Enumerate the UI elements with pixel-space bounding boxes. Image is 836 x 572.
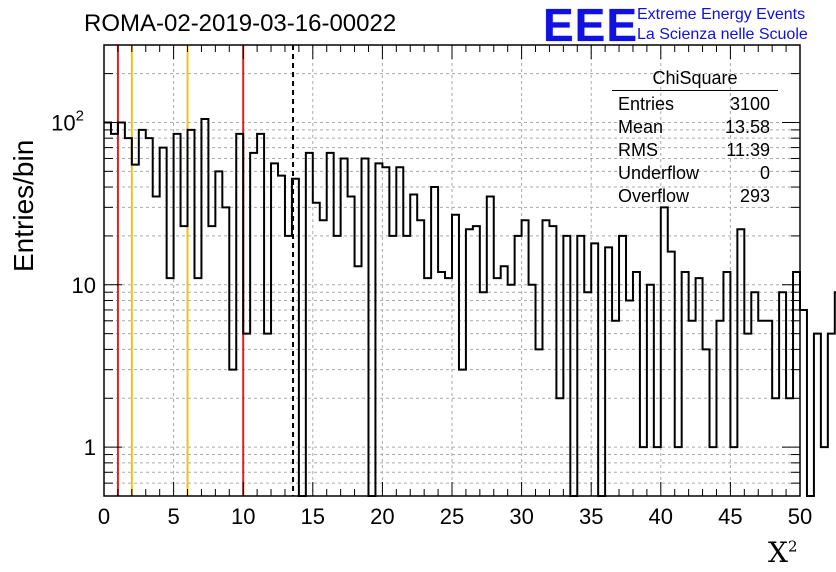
- x-tick-label: 40: [649, 504, 673, 529]
- histogram-series: [104, 118, 836, 497]
- x-tick-labels: 0 5 10 15 20 25 30 35 40 45 50: [98, 504, 812, 529]
- reference-lines: [116, 45, 295, 496]
- x-tick-label: 35: [579, 504, 603, 529]
- stats-title: ChiSquare: [612, 68, 778, 91]
- logo-line-1: Extreme Energy Events: [637, 6, 806, 23]
- x-tick-label: 45: [718, 504, 742, 529]
- axis-ticks: [103, 45, 801, 496]
- grid-lines: [104, 45, 800, 496]
- x-tick-label: 0: [98, 504, 110, 529]
- x-tick-label: 20: [370, 504, 394, 529]
- y-axis-label: Entries/bin: [8, 139, 39, 272]
- stats-box: ChiSquare Entries 3100 Mean 13.58 RMS 11.39…: [612, 68, 778, 209]
- x-tick-label: 15: [301, 504, 325, 529]
- logo-line-2: La Scienza nelle Scuole: [637, 26, 808, 43]
- x-tick-label: 5: [167, 504, 179, 529]
- y-tick-label: 102: [51, 107, 84, 135]
- x-tick-label: 25: [440, 504, 464, 529]
- stats-row-overflow: Overflow 293: [618, 186, 770, 206]
- stats-row-underflow: Underflow 0: [618, 163, 770, 183]
- x-tick-label: 10: [231, 504, 255, 529]
- chart-title: ROMA-02-2019-03-16-00022: [84, 10, 397, 37]
- stats-row-rms: RMS 11.39: [618, 140, 770, 160]
- y-tick-label: 1: [84, 435, 96, 460]
- stats-row-entries: Entries 3100: [618, 94, 770, 114]
- x-tick-label: 50: [788, 504, 812, 529]
- y-tick-labels: 1 10 102: [51, 107, 96, 460]
- y-tick-label: 10: [72, 273, 96, 298]
- x-axis-label: X2: [768, 536, 798, 569]
- stats-row-mean: Mean 13.58: [618, 117, 770, 137]
- eee-logo: EEE: [543, 0, 639, 51]
- x-tick-label: 30: [509, 504, 533, 529]
